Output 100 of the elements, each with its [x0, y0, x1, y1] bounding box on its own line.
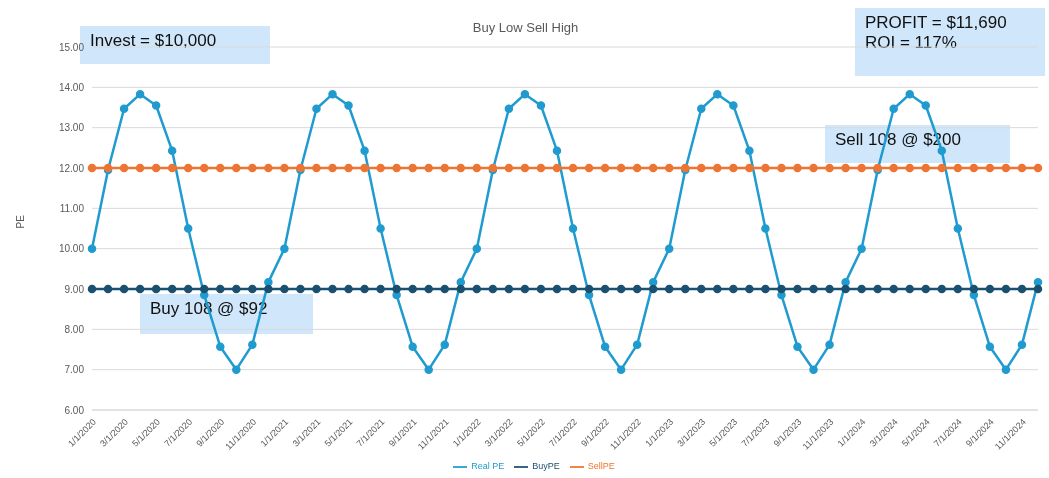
point: [921, 284, 931, 294]
point: [729, 163, 738, 173]
point: [568, 163, 578, 173]
point: [713, 163, 722, 173]
point: [520, 89, 530, 99]
point: [600, 342, 610, 351]
point: [745, 284, 754, 294]
point: [745, 163, 754, 173]
point: [664, 244, 674, 253]
point: [376, 163, 385, 173]
point: [681, 284, 690, 294]
point: [232, 284, 241, 294]
point: [905, 89, 914, 99]
point: [600, 284, 610, 294]
point: [953, 163, 963, 173]
point: [729, 284, 738, 294]
point: [232, 163, 241, 173]
point: [424, 163, 433, 173]
point: [183, 284, 193, 294]
point: [264, 277, 273, 287]
point: [616, 163, 626, 173]
point: [745, 146, 754, 155]
point: [167, 284, 177, 294]
point: [103, 284, 113, 294]
point: [1017, 163, 1027, 173]
point: [1001, 163, 1011, 173]
y-tick-label: 12.00: [58, 162, 85, 174]
point: [456, 163, 466, 173]
point: [504, 284, 514, 294]
point: [488, 284, 498, 294]
point: [199, 163, 209, 173]
point: [616, 284, 626, 294]
point: [248, 340, 257, 349]
point: [264, 284, 273, 294]
point: [969, 163, 979, 173]
point: [552, 163, 562, 173]
point: [793, 163, 802, 173]
point: [280, 284, 289, 294]
point: [841, 163, 850, 173]
y-tick-label: 14.00: [58, 81, 85, 93]
point: [985, 284, 995, 294]
legend-label: BuyPE: [532, 461, 560, 472]
point: [1033, 277, 1043, 287]
point: [344, 101, 353, 110]
point: [408, 163, 417, 173]
point: [328, 284, 337, 294]
point: [424, 284, 433, 294]
point: [344, 284, 353, 294]
point: [1017, 284, 1027, 294]
point: [616, 365, 626, 374]
point: [873, 284, 882, 294]
point: [135, 89, 145, 99]
point: [825, 284, 834, 294]
point: [328, 89, 337, 99]
point: [825, 340, 834, 349]
point: [664, 284, 674, 294]
point: [648, 284, 658, 294]
point: [777, 284, 786, 294]
point: [151, 163, 161, 173]
point: [584, 163, 594, 173]
point: [328, 163, 337, 173]
point: [584, 284, 594, 294]
point: [536, 101, 546, 110]
point: [312, 163, 321, 173]
y-tick-label: 9.00: [64, 283, 85, 295]
point: [713, 89, 722, 99]
point: [119, 104, 129, 113]
point: [1001, 365, 1011, 374]
y-tick-label: 8.00: [64, 323, 85, 335]
point: [777, 163, 786, 173]
point: [889, 163, 898, 173]
point: [520, 284, 530, 294]
point: [119, 284, 129, 294]
point: [905, 284, 914, 294]
point: [280, 244, 289, 253]
point: [905, 163, 914, 173]
point: [376, 224, 385, 233]
point: [568, 284, 578, 294]
point: [1033, 284, 1043, 294]
y-tick-label: 10.00: [58, 243, 85, 255]
point: [456, 277, 466, 287]
point: [841, 284, 850, 294]
point: [408, 342, 417, 351]
point: [985, 342, 995, 351]
point: [183, 163, 193, 173]
point: [729, 101, 738, 110]
point: [1001, 284, 1011, 294]
point: [713, 284, 722, 294]
y-axis-title: PE: [14, 214, 26, 229]
point: [697, 104, 706, 113]
point: [296, 284, 305, 294]
point: [761, 224, 770, 233]
point: [857, 284, 866, 294]
point: [648, 277, 658, 287]
point: [921, 163, 931, 173]
point: [280, 163, 289, 173]
point: [857, 163, 866, 173]
point: [344, 163, 353, 173]
chart-title: Buy Low Sell High: [472, 20, 579, 35]
point: [632, 163, 642, 173]
